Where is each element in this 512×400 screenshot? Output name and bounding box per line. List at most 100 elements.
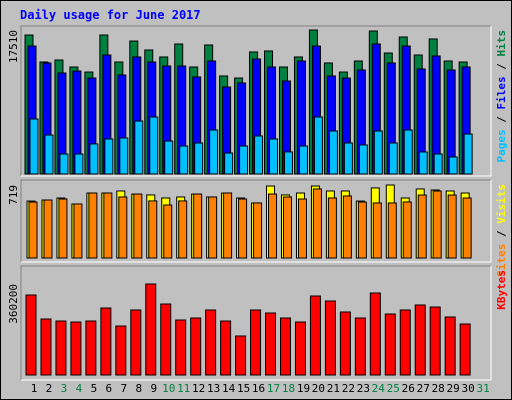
bar	[327, 197, 337, 259]
x-tick-label: 4	[76, 382, 83, 395]
x-tick-label: 12	[192, 382, 205, 395]
x-tick-label: 17	[267, 382, 280, 395]
panel-bevel	[21, 26, 492, 177]
legend-entry: Hits	[495, 30, 508, 57]
bar	[190, 317, 202, 376]
panel-bevel	[20, 179, 491, 262]
bar	[343, 142, 353, 175]
bar	[134, 120, 144, 175]
bar	[55, 320, 67, 376]
bar	[324, 300, 336, 376]
bar	[354, 317, 366, 376]
bar	[148, 200, 158, 259]
bar	[175, 319, 187, 376]
x-tick-label: 9	[150, 382, 157, 395]
bar	[417, 194, 427, 259]
x-tick-label: 30	[462, 382, 475, 395]
bar	[328, 130, 338, 175]
bar	[269, 138, 279, 175]
x-tick-label: 1	[31, 382, 38, 395]
bar	[29, 118, 39, 175]
legend: KBytes	[495, 270, 508, 310]
bar	[369, 292, 381, 376]
x-tick-label: 3	[61, 382, 68, 395]
x-tick-label: 27	[417, 382, 430, 395]
legend-separator: /	[495, 110, 508, 130]
x-tick-label: 25	[387, 382, 400, 395]
bar	[429, 306, 441, 376]
bar	[297, 198, 307, 259]
bar	[444, 316, 456, 376]
bar	[133, 193, 143, 259]
bar	[294, 321, 306, 376]
x-tick-label: 6	[106, 382, 113, 395]
bar	[298, 145, 308, 175]
bar	[283, 151, 293, 175]
bar	[235, 335, 247, 376]
bar	[145, 283, 157, 376]
bar	[279, 317, 291, 376]
bar	[58, 198, 68, 259]
bar	[250, 309, 262, 376]
bar	[70, 321, 82, 376]
bar	[25, 294, 37, 376]
x-tick-label: 18	[282, 382, 295, 395]
y-tick-label: 719	[7, 185, 20, 205]
bar	[357, 201, 367, 259]
y-tick-label: 17510	[7, 30, 20, 63]
legend-entry: KBytes	[495, 270, 508, 310]
bar	[309, 295, 321, 376]
bar	[399, 309, 411, 376]
bar	[73, 203, 83, 259]
bar	[179, 145, 189, 175]
legend-entry: Sites	[495, 244, 508, 277]
bar	[384, 313, 396, 376]
bar	[85, 320, 97, 376]
bar	[253, 202, 263, 259]
bar	[462, 197, 472, 259]
bar	[43, 199, 53, 259]
x-tick-label: 11	[177, 382, 190, 395]
bar	[312, 188, 322, 259]
x-tick-label: 26	[402, 382, 415, 395]
bar	[44, 134, 54, 175]
bar	[160, 303, 172, 376]
x-tick-label: 7	[121, 382, 128, 395]
x-tick-label: 29	[447, 382, 460, 395]
bar	[119, 137, 129, 175]
bar	[414, 304, 426, 376]
bar	[358, 144, 368, 175]
x-tick-label: 23	[357, 382, 370, 395]
x-tick-label: 31	[476, 382, 489, 395]
bar	[447, 194, 457, 259]
bar	[372, 202, 382, 259]
bar	[208, 196, 218, 259]
bar	[115, 325, 127, 376]
bar	[28, 201, 38, 259]
bar	[209, 129, 219, 175]
x-tick-label: 28	[432, 382, 445, 395]
panel-bevel	[20, 25, 491, 176]
bar	[459, 323, 471, 376]
x-tick-label: 22	[342, 382, 355, 395]
bar	[432, 190, 442, 259]
bar	[418, 151, 428, 175]
panel-bevel	[21, 266, 492, 381]
x-tick-label: 8	[135, 382, 142, 395]
bar	[433, 153, 443, 175]
bar	[104, 138, 114, 175]
bar	[223, 192, 233, 259]
bar	[387, 202, 397, 259]
panel-bevel	[20, 265, 491, 380]
legend: Sites / Visits	[495, 184, 508, 277]
x-tick-label: 19	[297, 382, 310, 395]
x-tick-label: 15	[237, 382, 250, 395]
bar	[402, 201, 412, 259]
bar	[463, 133, 473, 175]
bar	[238, 198, 248, 259]
x-tick-label: 24	[372, 382, 386, 395]
bar	[403, 129, 413, 175]
bar	[40, 318, 52, 376]
bar	[205, 309, 217, 376]
